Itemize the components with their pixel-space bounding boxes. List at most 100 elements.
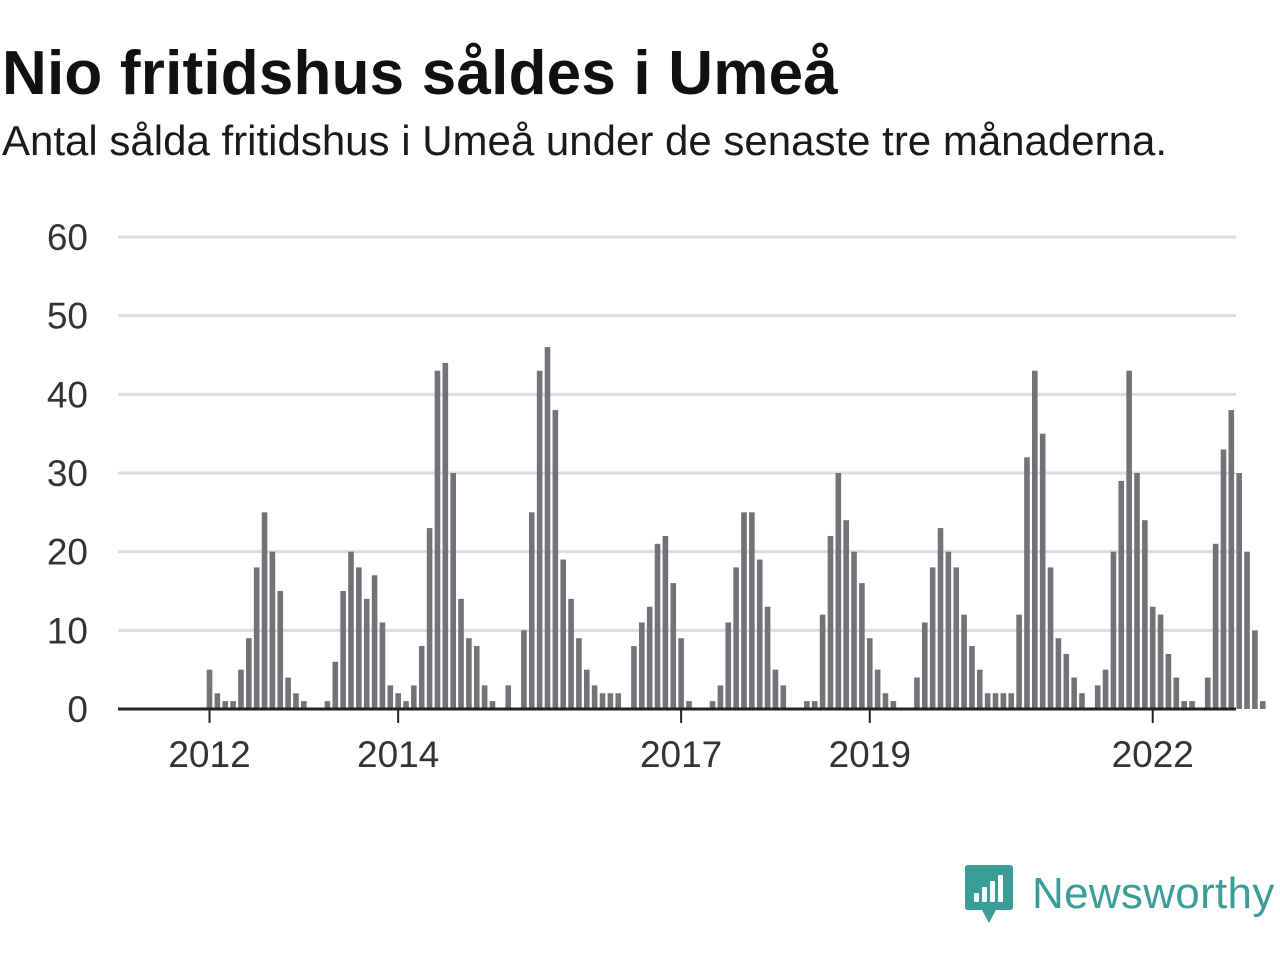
bar [505,685,511,709]
bar [395,693,401,709]
bar [662,535,669,709]
y-tick-label: 40 [47,374,88,415]
bar [544,347,551,709]
bar [709,701,716,709]
bar [340,591,346,709]
bar [1008,693,1015,709]
chart-subtitle: Antal sålda fritidshus i Umeå under de s… [2,117,1167,164]
bar [1157,614,1164,709]
bar [811,701,818,709]
bar [599,693,606,709]
y-tick-label: 10 [47,610,88,651]
newsworthy-logo-icon [965,865,1013,923]
x-tick-label: 2014 [357,734,439,775]
bar [332,661,339,709]
bar [1110,551,1117,709]
bar [1259,701,1266,709]
bar [804,701,810,709]
y-tick-label: 30 [47,453,88,494]
bar [1071,677,1077,709]
bar [929,567,936,709]
bar [356,567,362,709]
bar [741,512,747,709]
brand-name: Newsworthy [1032,869,1275,918]
bar [481,685,488,709]
bar [890,701,897,709]
bar [426,528,433,709]
bar [552,410,559,709]
x-tick-label: 2012 [168,734,250,775]
bar [977,669,983,709]
bar [1236,473,1242,709]
bar [450,473,456,709]
bar [780,685,787,709]
bar [293,693,299,709]
x-tick-label: 2019 [829,734,911,775]
bar [458,598,464,709]
bar [882,693,889,709]
bar [521,630,527,709]
bar [835,473,842,709]
bar [1142,520,1148,709]
bar [678,638,684,709]
bar [591,685,598,709]
bar [1094,685,1101,709]
bar [1173,677,1180,709]
bar [1204,677,1211,709]
bar [1165,653,1172,709]
brand-logo: Newsworthy [964,862,1275,926]
bar [914,677,920,709]
bar [969,646,975,709]
bar [1126,370,1132,709]
bar [725,622,732,709]
bar [403,701,409,709]
bar [717,685,724,709]
bar [379,622,386,709]
bar [1016,614,1022,709]
bar [411,685,417,709]
bar [1047,567,1054,709]
y-axis-ticks: 0 10 20 30 40 50 60 [47,217,88,730]
y-tick-label: 50 [47,296,88,337]
bar [756,559,763,709]
bar [1102,669,1109,709]
bar [1244,551,1250,709]
bar [1181,701,1187,709]
bar [277,591,284,709]
bar [1063,653,1070,709]
bar [1032,370,1038,709]
bar [466,638,472,709]
bar [1039,433,1046,709]
bar [285,677,291,709]
bar [631,646,637,709]
bar [1252,630,1258,709]
bar [1000,693,1007,709]
bar [945,551,952,709]
gridlines [118,235,1236,632]
chart-title: Nio fritidshus såldes i Umeå [2,39,838,108]
bar [851,551,857,709]
bar [953,567,960,709]
bar [921,622,928,709]
bar [1118,480,1125,709]
bar [827,535,834,709]
bar [206,669,213,709]
bar [568,598,574,709]
bar [1220,449,1227,709]
y-tick-label: 20 [47,532,88,573]
bar [733,567,739,709]
bar [937,528,944,709]
bar [843,520,849,709]
bar [1149,606,1156,709]
x-axis-ticks: 201220142017201920222024 [168,709,1194,775]
bar [992,693,999,709]
bar [874,669,881,709]
bar [253,567,260,709]
bar [363,598,370,709]
bar [536,370,543,709]
bar [246,638,252,709]
bar [866,638,873,709]
bar [1079,693,1085,709]
bar [584,669,590,709]
